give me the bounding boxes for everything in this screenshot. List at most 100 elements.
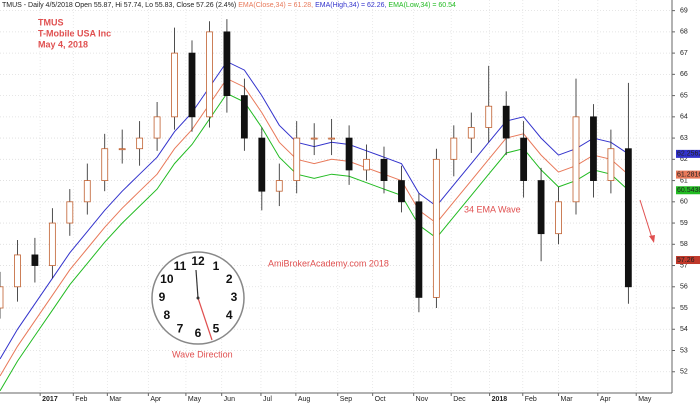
clock-number: 11 bbox=[174, 259, 187, 273]
candle-body bbox=[14, 254, 21, 288]
x-tick-label: Oct bbox=[375, 396, 386, 403]
clock-number: 9 bbox=[159, 290, 166, 304]
candle-body bbox=[275, 180, 283, 192]
candle-body bbox=[310, 137, 318, 140]
y-tick-label: 65 bbox=[680, 92, 688, 99]
x-tick-label: Sep bbox=[340, 396, 353, 403]
x-tick-label: Aug bbox=[298, 396, 311, 403]
clock-number: 2 bbox=[226, 272, 233, 286]
candle-body bbox=[450, 137, 458, 160]
candle-body bbox=[624, 148, 632, 288]
candle-body bbox=[328, 137, 336, 140]
last-price-label: 57.26 bbox=[677, 257, 695, 264]
x-tick-label: Apr bbox=[150, 396, 162, 403]
candle-body bbox=[48, 222, 56, 266]
x-tick-label: Feb bbox=[75, 396, 87, 403]
candle-body bbox=[345, 137, 353, 171]
x-tick-label: Jul bbox=[263, 396, 272, 403]
candle-body bbox=[83, 180, 91, 203]
candle-body bbox=[206, 31, 213, 118]
x-tick-label: Jun bbox=[224, 396, 235, 403]
plot bbox=[0, 19, 632, 392]
candle-body bbox=[380, 158, 388, 181]
candle-body bbox=[188, 52, 196, 118]
ema-value-label: 62.2562 bbox=[677, 151, 700, 158]
ticker: TMUS bbox=[38, 17, 64, 27]
candle-body bbox=[31, 254, 39, 266]
candle-body bbox=[415, 201, 423, 298]
candle-body bbox=[118, 148, 126, 151]
y-tick-label: 60 bbox=[680, 199, 688, 206]
header-text: TMUS - Daily 4/5/2018 Open 55.87, Hi 57.… bbox=[2, 2, 236, 9]
wave-note: 34 EMA Wave bbox=[464, 204, 521, 214]
candle-body bbox=[66, 201, 74, 224]
y-tick-label: 63 bbox=[680, 135, 688, 142]
x-tick-label: May bbox=[188, 396, 202, 403]
last-price-box bbox=[676, 256, 700, 265]
candle-body bbox=[293, 137, 301, 181]
y-tick-label: 61 bbox=[680, 177, 688, 184]
x-tick-label: May bbox=[638, 396, 652, 403]
candle-body bbox=[398, 180, 405, 203]
ema-value-box bbox=[676, 170, 700, 179]
ema-value-box bbox=[676, 149, 700, 158]
y-tick-label: 59 bbox=[680, 220, 688, 227]
candle-body bbox=[590, 116, 597, 181]
candle-body bbox=[171, 52, 178, 118]
candle-body bbox=[520, 137, 528, 181]
clock-number: 12 bbox=[191, 254, 205, 268]
y-tick-label: 57 bbox=[680, 262, 688, 269]
ema-value-label: 60.5438 bbox=[677, 187, 700, 194]
x-tick-label: Dec bbox=[453, 396, 466, 403]
candle-body bbox=[258, 137, 266, 192]
clock-number: 6 bbox=[195, 326, 202, 340]
legend-entry: EMA(Close,34) = 61.28, bbox=[238, 2, 313, 9]
x-tick-label: Mar bbox=[561, 396, 574, 403]
direction-note: Wave Direction bbox=[172, 349, 233, 359]
candle-body bbox=[0, 286, 4, 309]
header: TMUS - Daily 4/5/2018 Open 55.87, Hi 57.… bbox=[2, 2, 456, 9]
candle-body bbox=[502, 105, 510, 139]
x-tick-label: Feb bbox=[525, 396, 537, 403]
clock-number: 8 bbox=[163, 308, 170, 322]
clock-number: 10 bbox=[160, 272, 174, 286]
clock-number: 3 bbox=[231, 290, 238, 304]
y-tick-label: 62 bbox=[680, 156, 688, 163]
candle-body bbox=[136, 137, 144, 150]
date: May 4, 2018 bbox=[38, 39, 88, 49]
x-tick-label: Mar bbox=[109, 396, 122, 403]
candle-body bbox=[555, 201, 562, 235]
y-tick-label: 69 bbox=[680, 7, 688, 14]
y-tick-label: 58 bbox=[680, 241, 688, 248]
candle-body bbox=[607, 148, 615, 181]
candle-body bbox=[101, 148, 109, 181]
arrow-head bbox=[649, 235, 655, 243]
candle-body bbox=[153, 116, 161, 139]
y-tick-label: 54 bbox=[680, 326, 688, 333]
x-tick-label: 2018 bbox=[492, 396, 508, 403]
grid: 5253545556575859606162636465666768692017… bbox=[0, 0, 688, 403]
candle-body bbox=[240, 95, 248, 139]
direction-arrow bbox=[639, 199, 653, 239]
company: T-Mobile USA Inc bbox=[38, 28, 111, 38]
clock-number: 1 bbox=[213, 259, 220, 273]
y-tick-label: 66 bbox=[680, 71, 688, 78]
price-labels: 61.2816 62.2562 60.5438 57.26 bbox=[676, 149, 700, 265]
candle-body bbox=[572, 116, 580, 203]
x-tick-label: Apr bbox=[600, 396, 612, 403]
clock-number: 4 bbox=[226, 308, 233, 322]
y-tick-label: 67 bbox=[680, 50, 688, 57]
watermark: AmiBrokerAcademy.com 2018 bbox=[268, 258, 389, 268]
clock-number: 5 bbox=[213, 321, 220, 335]
y-tick-label: 56 bbox=[680, 284, 688, 291]
x-tick-label: 2017 bbox=[42, 396, 58, 403]
y-tick-label: 52 bbox=[680, 369, 688, 376]
y-tick-label: 53 bbox=[680, 347, 688, 354]
clock-hand bbox=[195, 269, 199, 299]
y-tick-label: 55 bbox=[680, 305, 688, 312]
candle-body bbox=[485, 105, 493, 128]
